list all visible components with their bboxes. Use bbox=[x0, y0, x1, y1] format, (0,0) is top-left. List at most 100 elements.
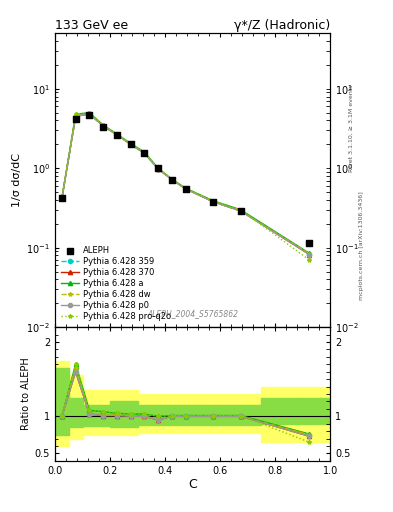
Pythia 6.428 pro-q2o bbox=[170, 176, 174, 182]
Y-axis label: Ratio to ALEPH: Ratio to ALEPH bbox=[20, 357, 31, 431]
Line: Pythia 6.428 359: Pythia 6.428 359 bbox=[60, 112, 312, 256]
Pythia 6.428 a bbox=[184, 185, 188, 191]
Pythia 6.428 359 bbox=[184, 186, 188, 192]
Pythia 6.428 370 bbox=[73, 113, 78, 119]
Text: mcplots.cern.ch [arXiv:1306.3436]: mcplots.cern.ch [arXiv:1306.3436] bbox=[359, 191, 364, 300]
Pythia 6.428 359 bbox=[101, 123, 105, 129]
Pythia 6.428 p0 bbox=[142, 150, 147, 156]
Pythia 6.428 370 bbox=[87, 111, 92, 117]
Pythia 6.428 370 bbox=[239, 208, 243, 214]
Pythia 6.428 p0 bbox=[87, 111, 92, 117]
Line: Pythia 6.428 370: Pythia 6.428 370 bbox=[60, 112, 312, 257]
Pythia 6.428 dw bbox=[73, 113, 78, 119]
Pythia 6.428 dw bbox=[239, 208, 243, 214]
Pythia 6.428 370 bbox=[170, 177, 174, 183]
Line: Pythia 6.428 pro-q2o: Pythia 6.428 pro-q2o bbox=[60, 111, 312, 262]
Pythia 6.428 359 bbox=[156, 166, 161, 172]
Pythia 6.428 a bbox=[87, 110, 92, 116]
Line: Pythia 6.428 p0: Pythia 6.428 p0 bbox=[60, 112, 312, 257]
Pythia 6.428 p0 bbox=[184, 186, 188, 192]
Pythia 6.428 dw bbox=[170, 177, 174, 183]
Pythia 6.428 dw bbox=[101, 123, 105, 129]
Pythia 6.428 pro-q2o bbox=[115, 131, 119, 137]
Pythia 6.428 a bbox=[307, 250, 312, 257]
Pythia 6.428 p0 bbox=[170, 177, 174, 183]
Pythia 6.428 p0 bbox=[115, 132, 119, 138]
Pythia 6.428 dw bbox=[87, 111, 92, 117]
Pythia 6.428 370 bbox=[307, 251, 312, 258]
Pythia 6.428 a bbox=[101, 122, 105, 128]
Pythia 6.428 370 bbox=[184, 186, 188, 192]
Text: 133 GeV ee: 133 GeV ee bbox=[55, 19, 128, 32]
Pythia 6.428 dw bbox=[129, 141, 133, 147]
Pythia 6.428 dw bbox=[156, 166, 161, 172]
Pythia 6.428 pro-q2o bbox=[101, 122, 105, 128]
Pythia 6.428 p0 bbox=[211, 199, 216, 205]
Pythia 6.428 pro-q2o bbox=[239, 207, 243, 213]
Pythia 6.428 dw bbox=[115, 132, 119, 138]
Pythia 6.428 359 bbox=[239, 208, 243, 214]
Pythia 6.428 dw bbox=[184, 186, 188, 192]
Pythia 6.428 370 bbox=[142, 150, 147, 156]
Pythia 6.428 370 bbox=[60, 195, 64, 201]
Pythia 6.428 359 bbox=[87, 111, 92, 117]
Line: Pythia 6.428 a: Pythia 6.428 a bbox=[60, 111, 312, 255]
Pythia 6.428 p0 bbox=[101, 123, 105, 129]
Pythia 6.428 a bbox=[170, 176, 174, 182]
Text: Rivet 3.1.10, ≥ 3.1M events: Rivet 3.1.10, ≥ 3.1M events bbox=[349, 84, 354, 172]
ALEPH bbox=[210, 198, 217, 206]
X-axis label: C: C bbox=[188, 478, 197, 492]
Pythia 6.428 359 bbox=[129, 141, 133, 147]
ALEPH bbox=[183, 185, 189, 193]
Pythia 6.428 pro-q2o bbox=[156, 165, 161, 172]
Pythia 6.428 a bbox=[239, 207, 243, 213]
Text: ALEPH_2004_S5765862: ALEPH_2004_S5765862 bbox=[147, 309, 238, 318]
ALEPH bbox=[86, 111, 93, 119]
ALEPH bbox=[307, 239, 313, 247]
Text: γ*/Z (Hadronic): γ*/Z (Hadronic) bbox=[234, 19, 330, 32]
Pythia 6.428 dw bbox=[307, 251, 312, 257]
ALEPH bbox=[73, 115, 79, 123]
Pythia 6.428 370 bbox=[101, 123, 105, 129]
Pythia 6.428 370 bbox=[156, 166, 161, 172]
Pythia 6.428 dw bbox=[142, 150, 147, 156]
ALEPH bbox=[100, 123, 106, 131]
ALEPH bbox=[128, 140, 134, 148]
Pythia 6.428 359 bbox=[211, 199, 216, 205]
Pythia 6.428 370 bbox=[211, 199, 216, 205]
Pythia 6.428 pro-q2o bbox=[129, 140, 133, 146]
Pythia 6.428 p0 bbox=[239, 208, 243, 214]
ALEPH bbox=[59, 194, 65, 202]
ALEPH bbox=[114, 131, 120, 139]
Pythia 6.428 359 bbox=[73, 113, 78, 119]
ALEPH bbox=[238, 207, 244, 215]
Pythia 6.428 pro-q2o bbox=[87, 110, 92, 116]
Pythia 6.428 p0 bbox=[156, 166, 161, 172]
Pythia 6.428 359 bbox=[142, 150, 147, 156]
Pythia 6.428 p0 bbox=[60, 195, 64, 201]
Pythia 6.428 a bbox=[156, 165, 161, 172]
Pythia 6.428 p0 bbox=[307, 251, 312, 258]
Legend: ALEPH, Pythia 6.428 359, Pythia 6.428 370, Pythia 6.428 a, Pythia 6.428 dw, Pyth: ALEPH, Pythia 6.428 359, Pythia 6.428 37… bbox=[59, 244, 172, 323]
Pythia 6.428 a bbox=[211, 198, 216, 204]
Pythia 6.428 a bbox=[142, 149, 147, 155]
Pythia 6.428 359 bbox=[170, 177, 174, 183]
Pythia 6.428 pro-q2o bbox=[211, 198, 216, 204]
Pythia 6.428 p0 bbox=[129, 141, 133, 147]
Pythia 6.428 359 bbox=[307, 251, 312, 257]
Pythia 6.428 370 bbox=[115, 132, 119, 138]
Pythia 6.428 pro-q2o bbox=[73, 111, 78, 117]
ALEPH bbox=[141, 149, 148, 157]
Pythia 6.428 370 bbox=[129, 141, 133, 147]
Pythia 6.428 359 bbox=[60, 195, 64, 201]
Pythia 6.428 a bbox=[73, 111, 78, 117]
Pythia 6.428 pro-q2o bbox=[142, 149, 147, 155]
Pythia 6.428 pro-q2o bbox=[307, 257, 312, 263]
Pythia 6.428 a bbox=[129, 140, 133, 146]
Line: Pythia 6.428 dw: Pythia 6.428 dw bbox=[60, 112, 312, 256]
Pythia 6.428 dw bbox=[211, 199, 216, 205]
Pythia 6.428 a bbox=[115, 131, 119, 137]
Pythia 6.428 dw bbox=[60, 195, 64, 201]
Pythia 6.428 a bbox=[60, 195, 64, 201]
ALEPH bbox=[169, 176, 175, 184]
